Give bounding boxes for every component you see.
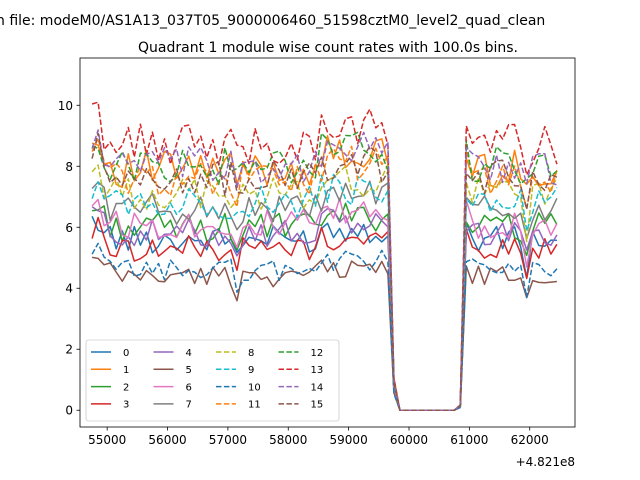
plot-frame bbox=[79, 57, 576, 428]
series-line-0 bbox=[91, 216, 557, 411]
legend-label-4: 4 bbox=[186, 348, 192, 359]
y-tick-label: 10 bbox=[58, 99, 73, 113]
legend-label-6: 6 bbox=[186, 382, 192, 393]
legend-label-3: 3 bbox=[123, 400, 129, 411]
legend-label-10: 10 bbox=[248, 382, 261, 393]
legend-label-2: 2 bbox=[123, 382, 129, 393]
legend-label-9: 9 bbox=[248, 365, 254, 376]
legend-label-8: 8 bbox=[248, 348, 254, 359]
series-line-3 bbox=[91, 216, 558, 411]
x-tick-label: 59000 bbox=[330, 433, 368, 447]
series-line-15 bbox=[91, 132, 558, 411]
series-line-1 bbox=[91, 135, 558, 411]
series-line-11 bbox=[91, 138, 558, 411]
legend-label-0: 0 bbox=[123, 348, 129, 359]
x-axis: 55000 56000 57000 58000 59000 60000 61000 62000 bbox=[88, 427, 549, 447]
series-line-5 bbox=[91, 256, 557, 411]
y-tick-label: 4 bbox=[65, 282, 73, 296]
x-tick-label: 62000 bbox=[511, 433, 549, 447]
x-tick-label: 57000 bbox=[209, 433, 247, 447]
series-line-7 bbox=[91, 180, 558, 411]
x-tick-label: 61000 bbox=[450, 433, 488, 447]
legend-label-1: 1 bbox=[123, 365, 129, 376]
y-tick-label: 8 bbox=[65, 160, 73, 174]
series-line-10 bbox=[91, 242, 558, 411]
legend-label-5: 5 bbox=[186, 365, 192, 376]
legend-label-12: 12 bbox=[311, 348, 324, 359]
y-tick-label: 6 bbox=[65, 221, 73, 235]
figure-suptitle: n file: modeM0/AS1A13_037T05_9000006460_… bbox=[0, 13, 545, 29]
legend-label-14: 14 bbox=[311, 382, 324, 393]
y-tick-label: 0 bbox=[65, 404, 73, 418]
legend-label-13: 13 bbox=[311, 365, 324, 376]
x-tick-label: 60000 bbox=[390, 433, 428, 447]
series-line-14 bbox=[91, 129, 558, 411]
series-line-12 bbox=[91, 131, 558, 411]
series-line-6 bbox=[91, 197, 558, 411]
y-axis: 0 2 4 6 8 10 bbox=[58, 99, 80, 418]
x-tick-label: 56000 bbox=[148, 433, 186, 447]
series-layer bbox=[91, 101, 558, 411]
legend-label-7: 7 bbox=[186, 400, 192, 411]
series-line-13 bbox=[91, 101, 558, 411]
x-tick-label: 55000 bbox=[88, 433, 126, 447]
legend-label-11: 11 bbox=[248, 400, 261, 411]
legend-label-15: 15 bbox=[311, 400, 324, 411]
x-tick-label: 58000 bbox=[269, 433, 307, 447]
legend-box bbox=[85, 339, 340, 422]
y-tick-label: 2 bbox=[65, 343, 73, 357]
chart-title: Quadrant 1 module wise count rates with … bbox=[138, 40, 518, 56]
x-offset-label: +4.821e8 bbox=[516, 455, 575, 469]
